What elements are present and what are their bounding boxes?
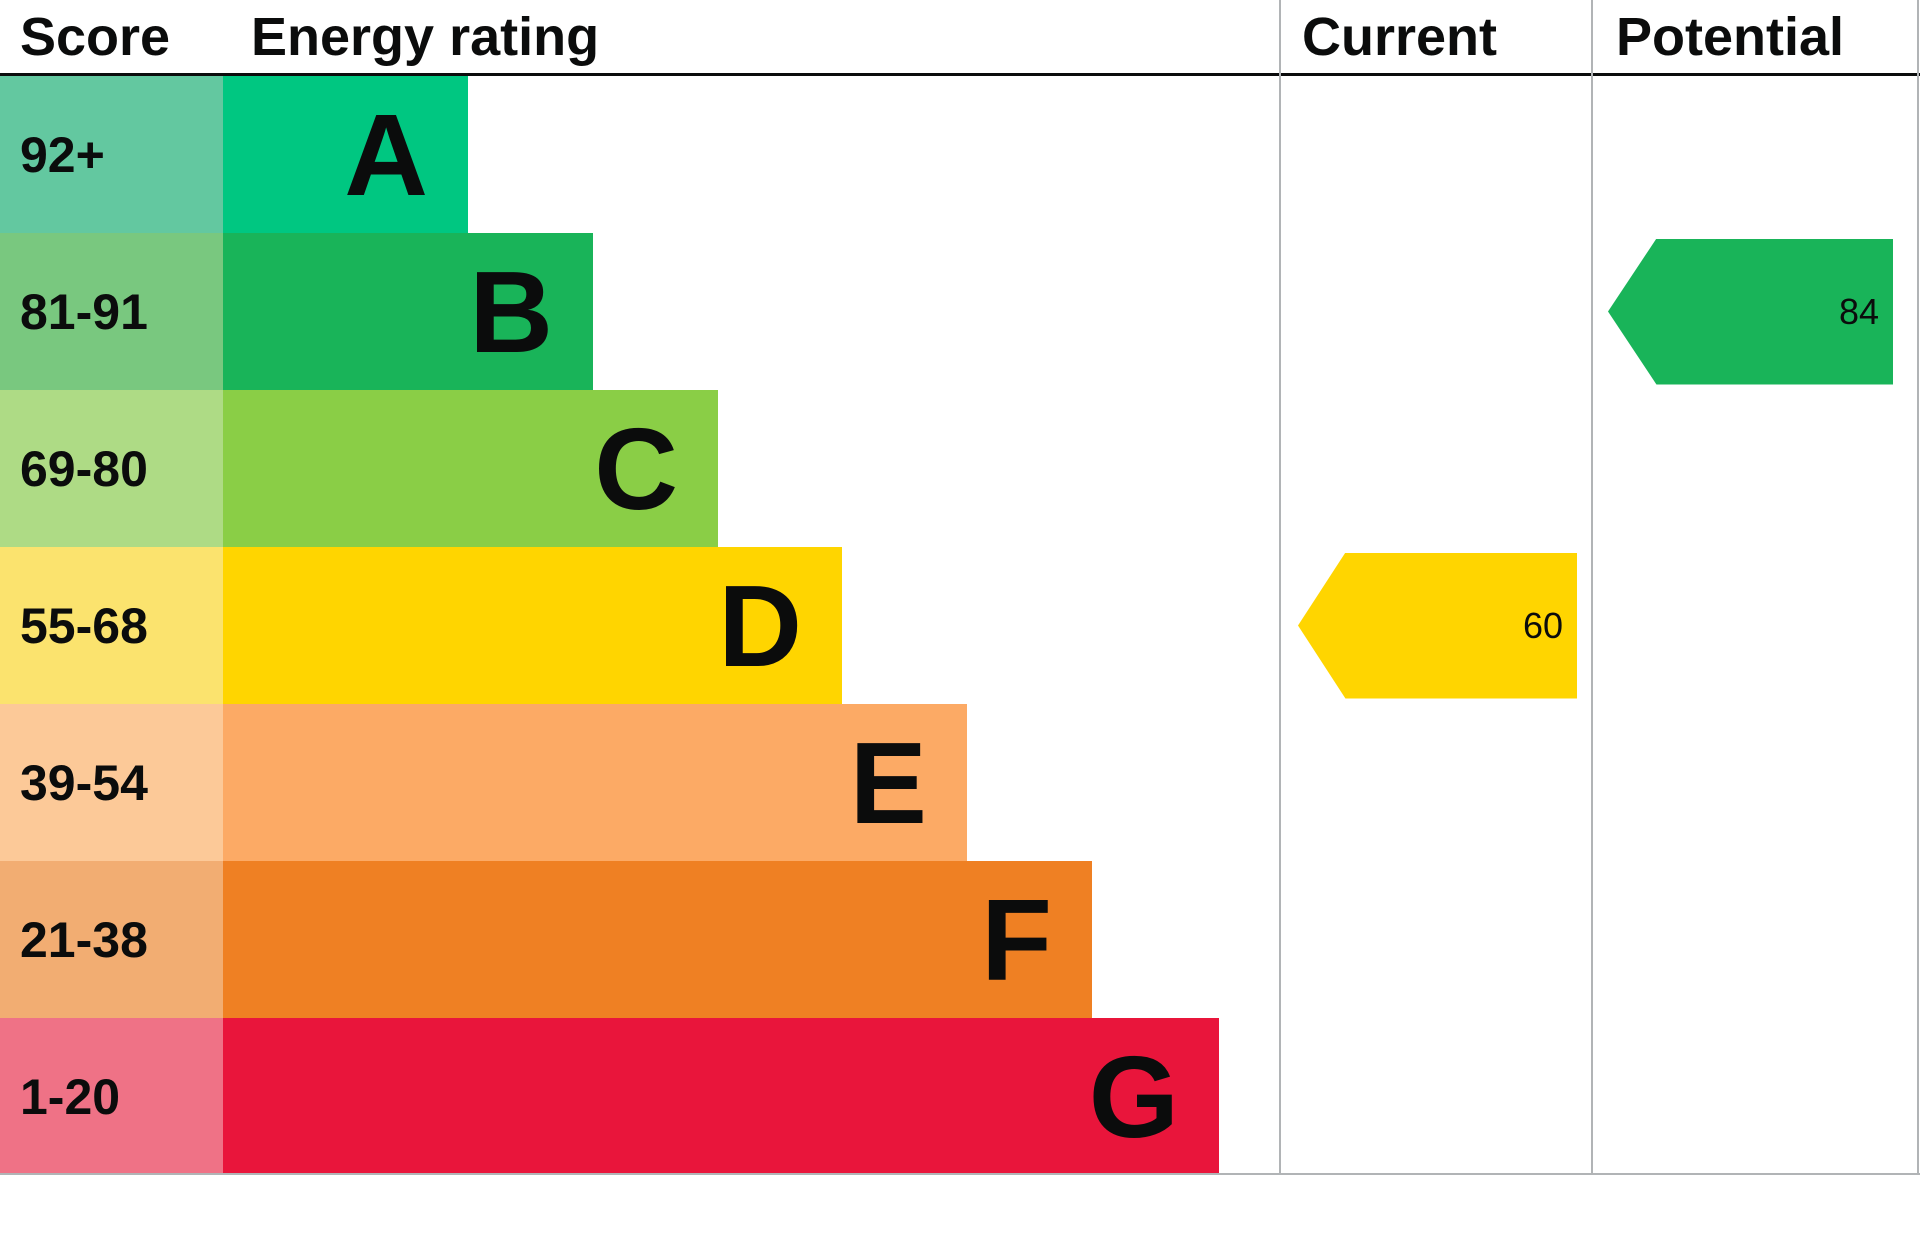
rating-band-row: 39-54 E	[0, 704, 1920, 861]
band-letter: G	[1088, 1031, 1179, 1162]
header-energy-rating: Energy rating	[251, 6, 600, 67]
rating-band-row: 69-80 C	[0, 390, 1920, 547]
band-bar: A	[223, 76, 468, 233]
band-bar: E	[223, 704, 967, 861]
band-score-range: 92+	[0, 76, 223, 233]
divider-current-potential	[1591, 0, 1593, 1175]
band-letter: F	[981, 874, 1052, 1005]
band-score-range: 81-91	[0, 233, 223, 390]
rating-band-row: 81-91 B	[0, 233, 1920, 390]
band-score-range: 55-68	[0, 547, 223, 704]
header-score: Score	[20, 6, 171, 67]
band-letter: B	[469, 246, 553, 377]
band-score-range: 69-80	[0, 390, 223, 547]
band-letter: A	[344, 89, 428, 220]
divider-right-edge	[1917, 0, 1919, 1175]
header-current: Current	[1302, 6, 1498, 67]
current-rating-value: 60	[1522, 604, 1563, 646]
potential-rating-value: 84	[1838, 290, 1879, 332]
chart-bottom-border	[0, 1173, 1920, 1175]
band-letter: D	[718, 560, 802, 691]
band-score-range: 1-20	[0, 1018, 223, 1175]
divider-energy-current	[1279, 0, 1281, 1175]
band-letter: E	[849, 717, 927, 848]
current-rating-arrow: 60	[1298, 552, 1577, 699]
rating-band-row: 55-68 D	[0, 547, 1920, 704]
band-score-range: 21-38	[0, 861, 223, 1018]
band-bar: F	[223, 861, 1092, 1018]
rating-band-row: 1-20 G	[0, 1018, 1920, 1175]
epc-rating-chart: Score Energy rating Current Potential 92…	[0, 0, 1920, 1175]
rating-band-row: 92+ A	[0, 76, 1920, 233]
header-potential: Potential	[1616, 6, 1845, 67]
chart-header: Score Energy rating Current Potential	[0, 0, 1920, 76]
rating-bands: 92+ A 81-91 B 69-80 C 55-68 D 39-54 E 21…	[0, 76, 1920, 1175]
band-bar: D	[223, 547, 842, 704]
band-bar: C	[223, 390, 718, 547]
band-score-range: 39-54	[0, 704, 223, 861]
rating-band-row: 21-38 F	[0, 861, 1920, 1018]
band-bar: B	[223, 233, 593, 390]
potential-rating-arrow: 84	[1608, 238, 1893, 385]
band-bar: G	[223, 1018, 1219, 1175]
band-letter: C	[594, 403, 678, 534]
